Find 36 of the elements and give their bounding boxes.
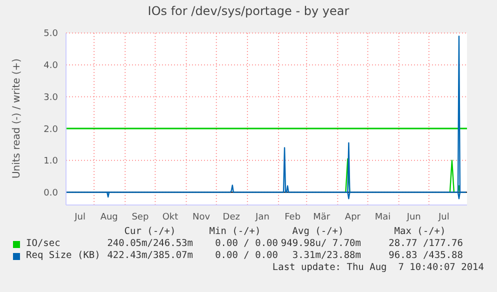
x-tick-label: Sep: [132, 212, 149, 222]
chart-title: IOs for /dev/sys/portage - by year: [146, 4, 350, 18]
text: Max (-/+): [393, 226, 447, 237]
text: Min (-/+): [208, 226, 262, 237]
x-tick-label: Feb: [284, 212, 301, 222]
y-tick-label: 3.0: [44, 92, 58, 103]
x-tick-label: Jan: [254, 212, 270, 222]
x-tick-label: Jul: [74, 212, 86, 222]
text: 3.31m/23.88m: [292, 250, 361, 261]
y-tick-label: 2.0: [44, 124, 58, 135]
x-tick-label: Dez: [222, 212, 240, 222]
x-tick-label: Aug: [100, 212, 118, 222]
x-tick-label: Nov: [192, 212, 211, 222]
text: 0.00 / 0.00: [215, 238, 278, 249]
text: Last update: Thu Aug 7 10:40:07 2014: [272, 262, 484, 273]
y-axis-title: Units read (-) / write (+): [12, 57, 22, 181]
x-tick-label: Mai: [374, 212, 391, 222]
legend-label: Req Size (KB): [26, 250, 100, 261]
text: 28.77 /177.76: [388, 238, 463, 249]
x-tick-label: Jul: [438, 212, 450, 222]
y-tick-label: 1.0: [44, 156, 58, 167]
legend-label: IO/sec: [26, 238, 60, 249]
text: Cur (-/+): [123, 226, 177, 237]
y-tick-label: 4.0: [44, 61, 58, 72]
x-tick-label: Jun: [406, 212, 421, 222]
text: Avg (-/+): [291, 226, 345, 237]
text: 0.00 / 0.00: [215, 250, 278, 261]
y-tick-label: 0.0: [44, 188, 58, 198]
text: 96.83 /435.88: [388, 250, 463, 261]
x-tick-label: Mär: [313, 212, 330, 222]
y-tick-label: 5.0: [44, 29, 58, 40]
x-tick-label: Okt: [162, 212, 179, 222]
text: 949.98u/ 7.70m: [280, 238, 361, 249]
x-tick-label: Apr: [344, 212, 361, 222]
text: 240.05m/246.53m: [107, 238, 193, 249]
text: 422.43m/385.07m: [107, 250, 193, 261]
